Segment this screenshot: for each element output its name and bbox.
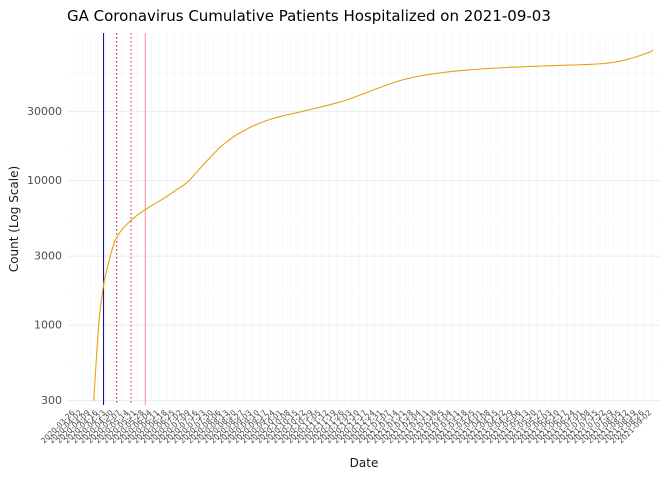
x-axis-title: Date <box>349 456 379 470</box>
y-tick-label: 10000 <box>27 174 62 187</box>
y-tick-label: 300 <box>41 394 62 407</box>
y-tick-label: 1000 <box>34 319 62 332</box>
chart-title: GA Coronavirus Cumulative Patients Hospi… <box>67 7 551 25</box>
series-line-cumulative-hospitalized <box>93 49 654 401</box>
y-tick-label: 3000 <box>34 250 62 263</box>
panel-background <box>68 33 660 405</box>
y-tick-label: 30000 <box>27 105 62 118</box>
